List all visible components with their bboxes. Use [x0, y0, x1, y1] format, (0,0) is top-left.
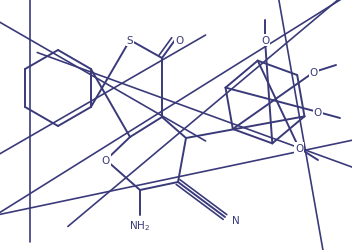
- Text: O: O: [314, 108, 322, 118]
- Text: N: N: [232, 215, 240, 225]
- Text: O: O: [295, 144, 303, 154]
- Text: NH$_2$: NH$_2$: [130, 218, 151, 232]
- Text: O: O: [261, 36, 269, 46]
- Text: S: S: [127, 36, 133, 46]
- Text: O: O: [102, 156, 110, 165]
- Text: O: O: [175, 36, 183, 46]
- Text: O: O: [310, 68, 318, 78]
